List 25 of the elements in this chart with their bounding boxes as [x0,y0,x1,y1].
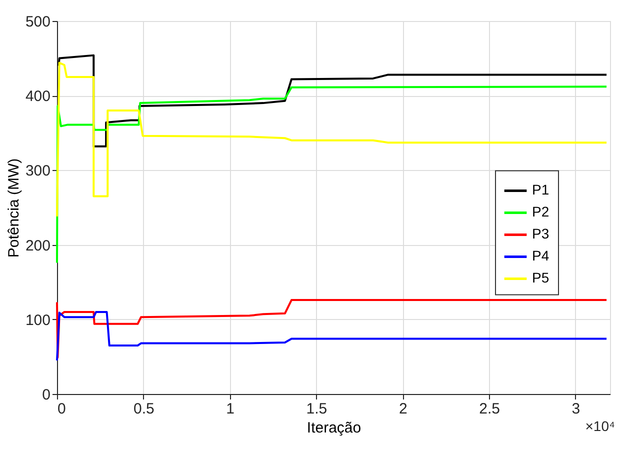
y-tick-label: 0 [42,386,50,404]
legend-label: P3 [532,226,550,242]
y-axis-title: Potência (MW) [5,158,22,258]
x-tick-label: 0 [58,400,66,418]
x-tick-label: 2 [398,400,408,418]
line-series [56,310,608,362]
text: ×10⁴ [585,418,615,434]
y-tick-label: 300 [25,162,50,180]
x-axis-title: Iteração [306,420,362,436]
legend-label: P1 [532,182,550,198]
legend-label: P2 [532,204,550,220]
legend-label: P5 [532,270,550,286]
y-tick-label: 400 [25,88,50,106]
line-series [56,86,608,264]
x-tick-label: 3 [572,400,580,418]
line-series [56,62,608,218]
y-tick-label: 100 [25,312,50,329]
x-tick-label: 1.5 [306,400,328,418]
x-tick-label: 2.5 [479,400,500,418]
x-tick-label: 1 [226,400,234,418]
legend-label: P4 [532,248,550,264]
x-tick-label: 0.5 [133,400,154,418]
line-series [56,299,608,358]
y-tick-label: 200 [25,237,50,254]
y-tick-label: 500 [25,14,50,30]
